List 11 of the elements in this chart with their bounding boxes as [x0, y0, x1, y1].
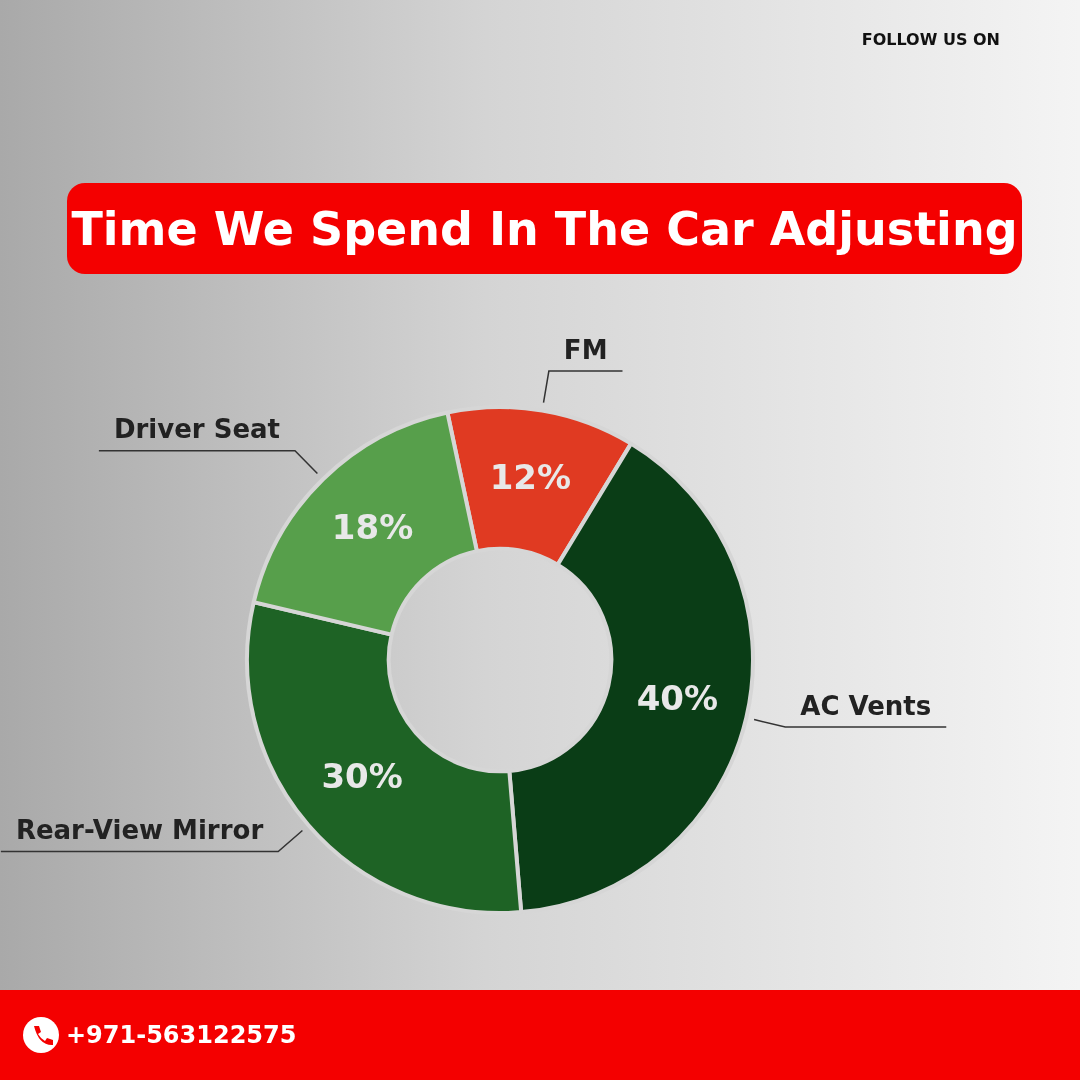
slice-label: Driver Seat [113, 414, 280, 445]
slice-label: Rear-View Mirror [15, 815, 264, 846]
chart-title: Time We Spend In The Car Adjusting [67, 183, 1022, 274]
slice-label: FM [563, 334, 608, 365]
text: FOLLOW US ON [861, 30, 1000, 49]
data-label: 30% [321, 755, 403, 796]
data-label: 40% [636, 678, 719, 719]
text: +971-563122575 [66, 1021, 297, 1049]
data-label: 12% [489, 457, 572, 498]
slice-label: AC Vents [800, 690, 932, 721]
data-label: 18% [331, 506, 414, 547]
